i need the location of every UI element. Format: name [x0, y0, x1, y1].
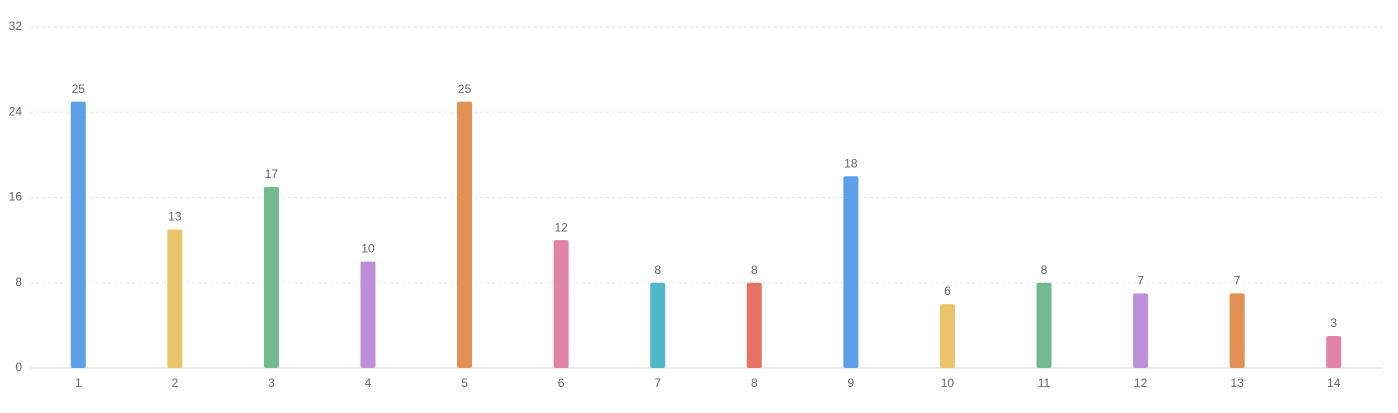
x-tick-label: 5 [461, 376, 468, 390]
x-tick-label: 3 [268, 376, 275, 390]
x-tick-label: 7 [654, 376, 661, 390]
bar [939, 304, 955, 368]
bar [1229, 293, 1245, 368]
bar [553, 240, 569, 368]
x-tick-label: 4 [365, 376, 372, 390]
value-label: 25 [72, 82, 86, 96]
y-tick-label: 16 [9, 190, 23, 204]
value-label: 3 [1330, 316, 1337, 330]
x-tick-label: 1 [75, 376, 82, 390]
bar [1326, 336, 1342, 368]
bar [1036, 282, 1052, 368]
value-label: 7 [1234, 274, 1241, 288]
bar [1133, 293, 1149, 368]
x-tick-label: 8 [751, 376, 758, 390]
x-tick-label: 10 [941, 376, 955, 390]
bar [263, 186, 279, 368]
x-tick-label: 2 [172, 376, 179, 390]
bar [746, 282, 762, 368]
bar [70, 101, 86, 368]
y-tick-label: 24 [9, 104, 23, 118]
bar [650, 282, 666, 368]
y-tick-label: 8 [15, 275, 22, 289]
value-label: 25 [458, 82, 472, 96]
value-label: 6 [944, 284, 951, 298]
value-label: 18 [844, 156, 858, 170]
y-tick-label: 0 [15, 360, 22, 374]
value-label: 8 [751, 263, 758, 277]
value-label: 12 [554, 220, 568, 234]
bar [360, 261, 376, 368]
x-tick-label: 6 [558, 376, 565, 390]
y-tick-label: 32 [9, 19, 23, 33]
x-tick-label: 13 [1230, 376, 1244, 390]
value-label: 13 [168, 210, 182, 224]
bar [843, 176, 859, 368]
value-label: 7 [1137, 274, 1144, 288]
x-tick-label: 12 [1134, 376, 1148, 390]
x-tick-label: 9 [848, 376, 855, 390]
bar [167, 229, 183, 368]
value-label: 8 [1041, 263, 1048, 277]
value-label: 8 [654, 263, 661, 277]
value-label: 10 [361, 242, 375, 256]
bar [457, 101, 473, 368]
x-tick-label: 11 [1038, 376, 1051, 390]
value-label: 17 [265, 167, 279, 181]
x-tick-label: 14 [1327, 376, 1341, 390]
